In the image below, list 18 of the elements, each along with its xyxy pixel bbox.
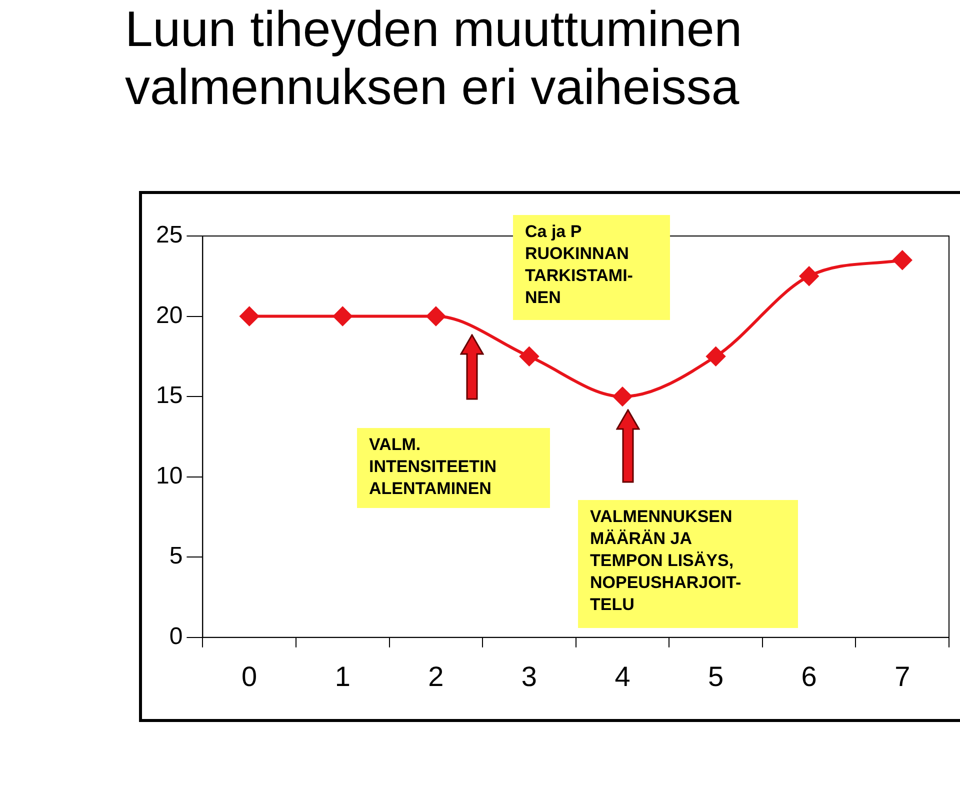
x-tick-label: 6 [801, 660, 817, 692]
y-tick-label: 5 [169, 542, 183, 570]
y-tick-label: 10 [156, 462, 183, 490]
x-tick-label: 2 [428, 660, 444, 692]
annotation: Ca ja P RUOKINNAN TARKISTAMI- NEN [525, 221, 633, 309]
annotation: VALM. INTENSITEETIN ALENTAMINEN [369, 434, 497, 500]
x-tick-label: 0 [242, 660, 258, 692]
x-tick-label: 5 [708, 660, 724, 692]
x-tick-label: 3 [521, 660, 537, 692]
y-tick-label: 15 [156, 382, 183, 410]
annotation: VALMENNUKSEN MÄÄRÄN JA TEMPON LISÄYS, NOPEUSHARJOIT- TELU [590, 506, 742, 616]
x-tick-label: 1 [334, 660, 350, 692]
y-tick-label: 20 [156, 302, 183, 329]
x-tick-label: 7 [894, 660, 910, 692]
x-tick-label: 4 [614, 660, 630, 692]
y-tick-label: 25 [156, 222, 183, 249]
y-tick-label: 0 [169, 623, 183, 650]
chart-title: Luun tiheyden muuttuminen valmennuksen eri vaiheissa [125, 0, 742, 116]
